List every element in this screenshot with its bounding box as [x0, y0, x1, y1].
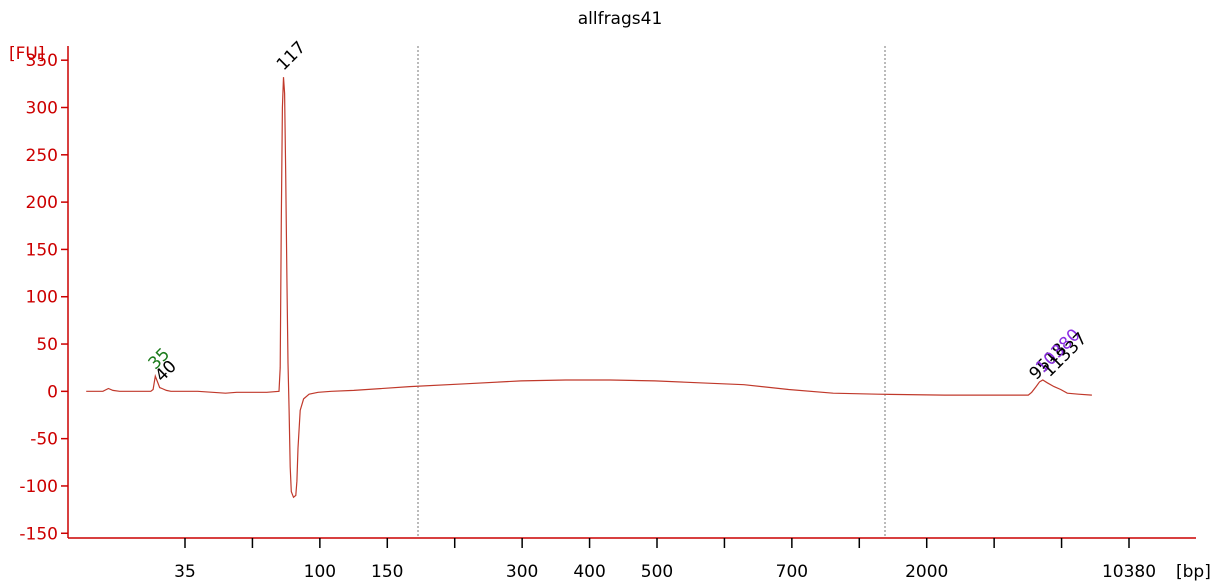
x-tick-label: 100 — [304, 562, 336, 582]
y-tick-label: -100 — [19, 477, 58, 497]
y-tick-label: -50 — [30, 430, 58, 450]
series-line — [86, 77, 1092, 499]
signal-trace — [86, 77, 1092, 499]
x-tick-label: 500 — [641, 562, 673, 582]
x-tick-label: 35 — [174, 562, 196, 582]
chart-title: allfrags41 — [578, 9, 663, 29]
y-tick-label: 100 — [26, 288, 58, 308]
x-tick-label: 700 — [776, 562, 808, 582]
y-tick-label: 300 — [26, 99, 58, 119]
y-axis-unit: [FU] — [9, 44, 45, 64]
x-axis-unit: [bp] — [1176, 562, 1211, 582]
x-axis-ticks: 35 100 150 300 400 500 700 2000 10380 — [174, 538, 1156, 582]
x-tick-label: 10380 — [1102, 562, 1156, 582]
x-tick-label: 2000 — [905, 562, 948, 582]
peak-label: 117 — [273, 38, 310, 75]
axes — [67, 46, 1196, 539]
vertical-gridlines — [417, 46, 886, 538]
y-tick-label: 350 — [26, 51, 58, 71]
x-tick-label: 150 — [371, 562, 403, 582]
x-tick-label: 300 — [506, 562, 538, 582]
y-tick-label: 200 — [26, 193, 58, 213]
y-tick-label: 50 — [36, 335, 58, 355]
y-tick-label: 0 — [47, 382, 58, 402]
y-tick-label: -150 — [19, 524, 58, 544]
x-tick-label: 400 — [573, 562, 605, 582]
y-tick-label: 250 — [26, 146, 58, 166]
y-tick-label: 150 — [26, 240, 58, 260]
y-axis-ticks: -150 -100 -50 0 50 100 150 200 250 300 350 — [19, 51, 68, 544]
